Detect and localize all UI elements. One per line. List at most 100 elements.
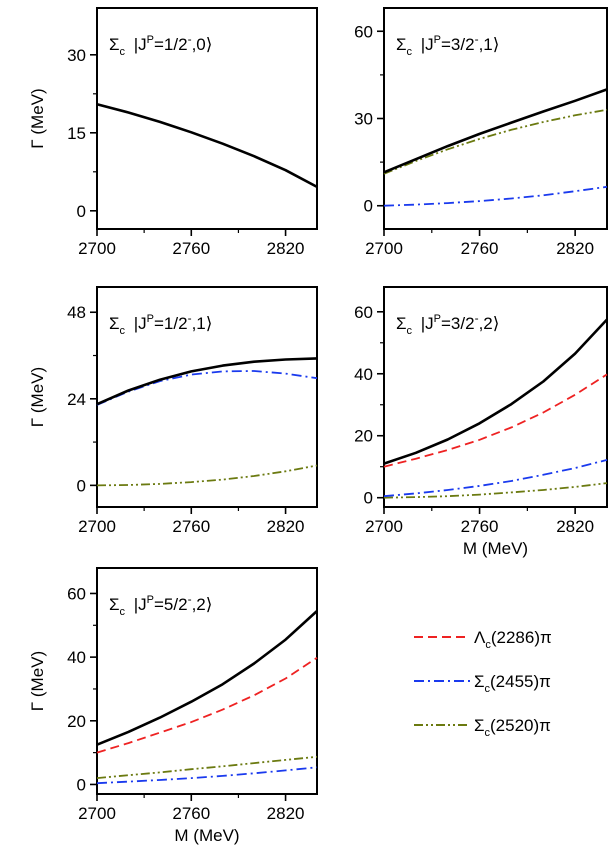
data-point-lambda-c-2286-pi — [253, 694, 255, 696]
panel-title: Σc |JP=3/2-,2⟩ — [396, 311, 499, 337]
legend-label-lambda-c-2286-pi: Λc(2286)π — [474, 628, 552, 651]
data-point-sigma-c-2455-pi — [316, 377, 318, 379]
data-point-total — [284, 638, 286, 640]
series-line-sigma-c-2520-pi — [383, 482, 608, 499]
data-point-sigma-c-2520-pi — [284, 470, 286, 472]
data-point-sigma-c-2520-pi — [316, 464, 318, 466]
data-point-total — [222, 143, 224, 145]
x-tick-label: 2760 — [461, 239, 499, 258]
x-axis-label: M (MeV) — [463, 539, 528, 558]
y-tick-label: 60 — [354, 22, 373, 41]
x-axis-label: M (MeV) — [174, 826, 239, 845]
data-point-sigma-c-2520-pi — [222, 478, 224, 480]
data-point-total — [253, 662, 255, 664]
data-point-total — [606, 88, 608, 90]
data-point-total — [127, 111, 129, 113]
data-point-sigma-c-2520-pi — [574, 114, 576, 116]
data-point-sigma-c-2520-pi — [253, 475, 255, 477]
panel-top-left: 2700 2760 2820 0 15 30 Γ (MeV) Σc |JP=1/2-,0⟩ — [28, 7, 318, 258]
series-line-total — [383, 88, 608, 174]
data-point-sigma-c-2455-pi — [222, 775, 224, 777]
x-tick-label: 2820 — [267, 517, 305, 536]
data-point-total — [447, 145, 449, 147]
data-point-total — [284, 358, 286, 360]
data-point-total — [316, 357, 318, 359]
x-tick-label: 2700 — [78, 239, 116, 258]
panel-top-right: 2700 2760 2820 0 30 60 Σc |JP=3/2-,1⟩ — [354, 7, 608, 258]
y-tick-label: 0 — [77, 775, 86, 794]
data-point-sigma-c-2455-pi — [478, 485, 480, 487]
data-point-sigma-c-2520-pi — [253, 762, 255, 764]
data-point-lambda-c-2286-pi — [542, 411, 544, 413]
data-point-sigma-c-2520-pi — [574, 486, 576, 488]
data-point-sigma-c-2520-pi — [542, 121, 544, 123]
data-point-total — [415, 158, 417, 160]
data-point-lambda-c-2286-pi — [222, 708, 224, 710]
data-point-sigma-c-2455-pi — [127, 780, 129, 782]
x-tick-label: 2700 — [365, 517, 403, 536]
x-tick-label: 2760 — [172, 517, 210, 536]
data-point-sigma-c-2520-pi — [159, 483, 161, 485]
y-tick-label: 24 — [67, 390, 86, 409]
data-point-total — [190, 700, 192, 702]
series-line-total — [96, 610, 318, 746]
y-tick-label: 40 — [354, 365, 373, 384]
data-point-sigma-c-2455-pi — [159, 779, 161, 781]
series-line-lambda-c-2286-pi — [383, 373, 608, 468]
data-point-sigma-c-2520-pi — [284, 759, 286, 761]
y-tick-label: 0 — [364, 489, 373, 508]
series-line-sigma-c-2455-pi — [96, 766, 318, 785]
data-point-total — [447, 438, 449, 440]
data-point-lambda-c-2286-pi — [415, 457, 417, 459]
panel-title: Σc |JP=3/2-,1⟩ — [396, 32, 499, 58]
data-point-lambda-c-2286-pi — [316, 657, 318, 659]
data-point-sigma-c-2520-pi — [190, 768, 192, 770]
data-point-lambda-c-2286-pi — [383, 466, 385, 468]
data-point-total — [510, 403, 512, 405]
panel-title: Σc |JP=5/2-,2⟩ — [109, 592, 212, 618]
y-tick-label: 48 — [67, 303, 86, 322]
x-tick-label: 2820 — [556, 239, 594, 258]
panel-bottom-left: 2700 2760 2820 0 20 40 60 Γ (MeV) M (MeV) Σc |JP=… — [28, 567, 318, 845]
data-point-sigma-c-2520-pi — [96, 777, 98, 779]
x-tick-label: 2760 — [172, 239, 210, 258]
data-point-sigma-c-2455-pi — [383, 495, 385, 497]
x-tick-label: 2760 — [172, 804, 210, 823]
data-point-sigma-c-2520-pi — [478, 138, 480, 140]
data-point-sigma-c-2520-pi — [510, 129, 512, 131]
data-point-sigma-c-2520-pi — [159, 771, 161, 773]
data-point-lambda-c-2286-pi — [510, 426, 512, 428]
data-point-sigma-c-2520-pi — [542, 489, 544, 491]
data-point-sigma-c-2520-pi — [127, 484, 129, 486]
series-line-total — [383, 318, 608, 465]
data-point-sigma-c-2455-pi — [606, 186, 608, 188]
series-line-total — [96, 357, 318, 406]
y-axis-label: Γ (MeV) — [28, 88, 47, 148]
data-point-total — [96, 103, 98, 105]
data-point-sigma-c-2455-pi — [478, 200, 480, 202]
data-point-sigma-c-2520-pi — [96, 484, 98, 486]
data-point-sigma-c-2520-pi — [606, 482, 608, 484]
data-point-total — [127, 731, 129, 733]
data-point-sigma-c-2520-pi — [415, 496, 417, 498]
x-tick-label: 2700 — [365, 239, 403, 258]
y-tick-label: 0 — [77, 476, 86, 495]
legend: Λc(2286)π Σc(2455)π Σc(2520)π — [414, 628, 552, 739]
plot-frame — [96, 286, 318, 508]
data-point-lambda-c-2286-pi — [447, 449, 449, 451]
data-point-total — [96, 403, 98, 405]
panel-middle-right: 2700 2760 2820 0 20 40 60 M (MeV) Σc |JP=3/2-,2⟩ — [354, 286, 608, 558]
x-tick-label: 2700 — [78, 804, 116, 823]
data-point-lambda-c-2286-pi — [606, 373, 608, 375]
data-point-lambda-c-2286-pi — [478, 439, 480, 441]
data-point-sigma-c-2520-pi — [510, 491, 512, 493]
data-point-lambda-c-2286-pi — [96, 751, 98, 753]
x-tick-label: 2820 — [267, 804, 305, 823]
y-axis-label: Γ (MeV) — [28, 367, 47, 427]
data-point-sigma-c-2455-pi — [447, 489, 449, 491]
panel-title: Σc |JP=1/2-,1⟩ — [109, 311, 212, 337]
data-point-sigma-c-2520-pi — [190, 481, 192, 483]
panel-middle-left: 2700 2760 2820 0 24 48 Γ (MeV) Σc |JP=1/2-,1⟩ — [28, 286, 318, 536]
series-line-lambda-c-2286-pi — [96, 657, 318, 754]
